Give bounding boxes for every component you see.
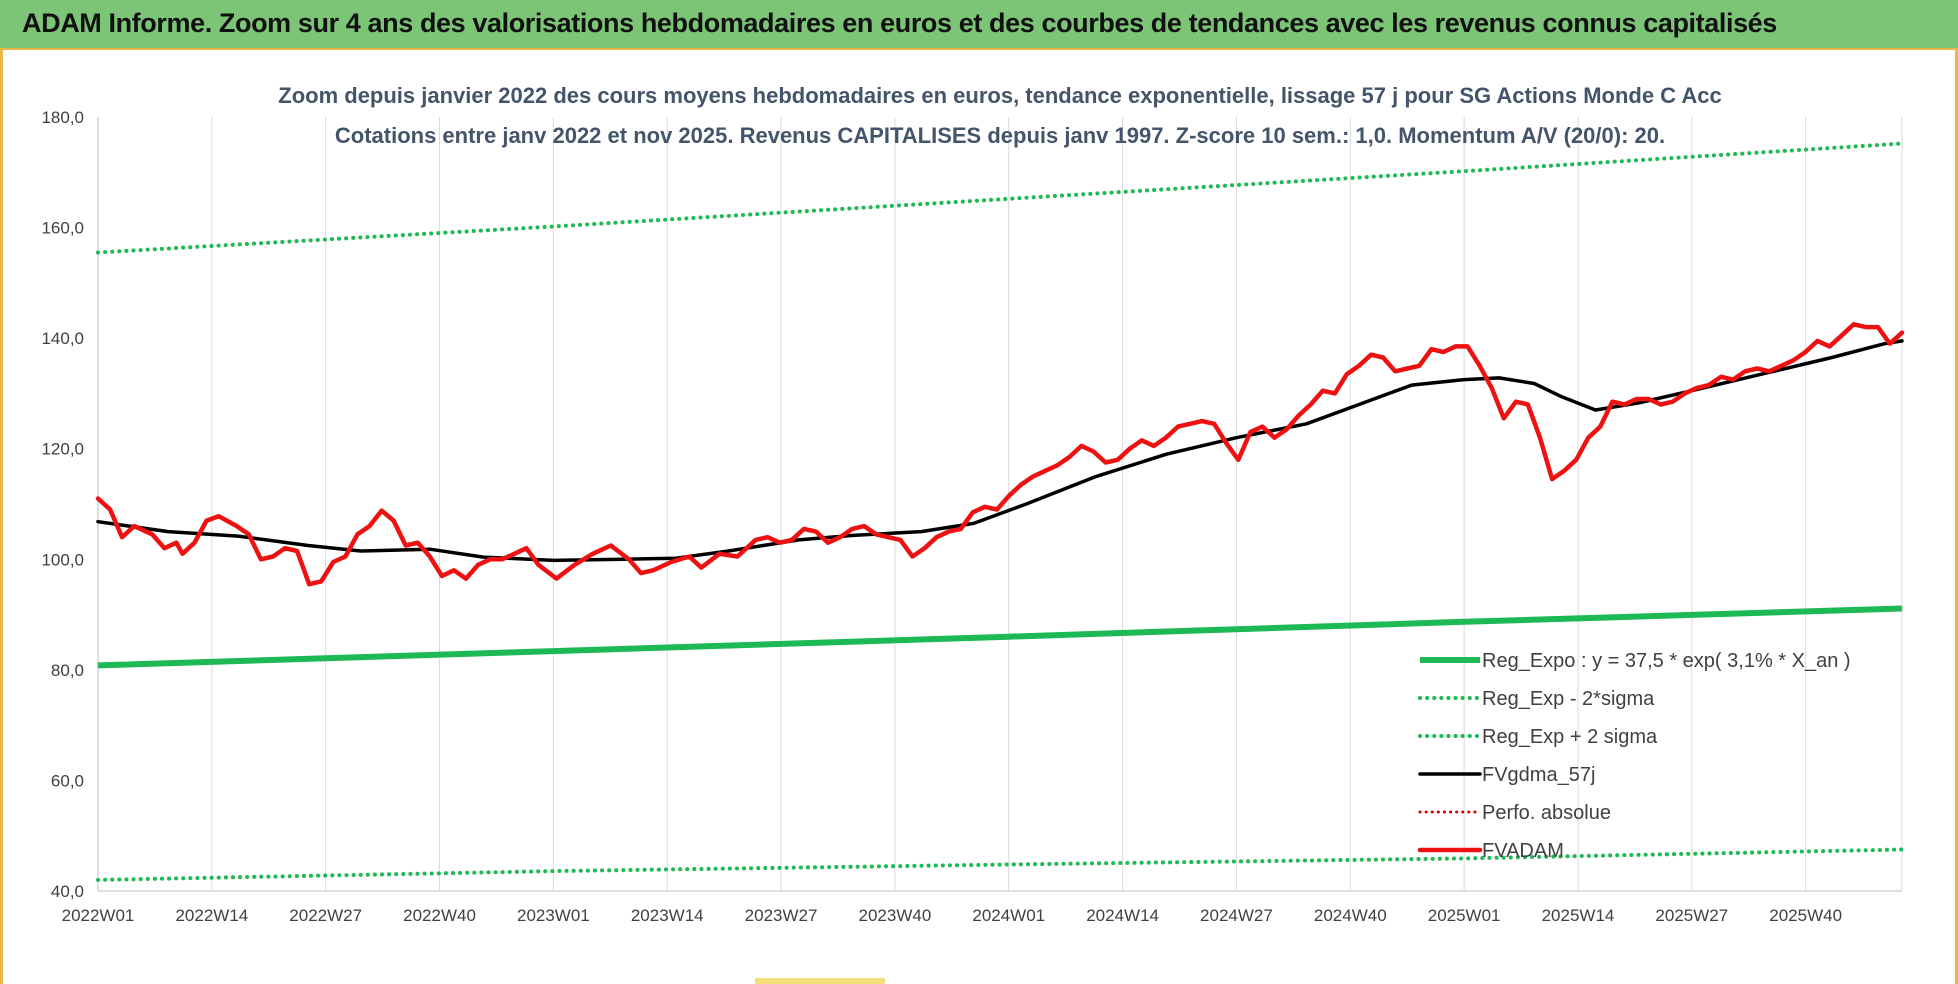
series-reg-expo: [97, 605, 1903, 669]
x-tick-label: 2023W27: [745, 906, 818, 925]
legend-label-0: Reg_Expo : y = 37,5 * exp( 3,1% * X_an ): [1482, 650, 1851, 672]
y-tick-label: 40,0: [51, 882, 84, 901]
page-title: ADAM Informe. Zoom sur 4 ans des valoris…: [22, 8, 1777, 38]
x-tick-label: 2023W14: [631, 906, 704, 925]
series-reg-exp-plus-2sigma: [96, 141, 1904, 255]
y-tick-label: 120,0: [41, 440, 84, 459]
legend-label-1: Reg_Exp - 2*sigma: [1482, 688, 1655, 710]
chart-subtitle-2: Cotations entre janv 2022 et nov 2025. R…: [335, 123, 1665, 148]
header-banner: ADAM Informe. Zoom sur 4 ans des valoris…: [0, 0, 1958, 50]
x-tick-label: 2025W40: [1769, 906, 1842, 925]
legend-label-3: FVgdma_57j: [1482, 764, 1595, 786]
x-tick-label: 2022W40: [403, 906, 476, 925]
x-tick-label: 2025W27: [1655, 906, 1728, 925]
legend-label-4: Perfo. absolue: [1482, 802, 1611, 824]
y-tick-label: 140,0: [41, 329, 84, 348]
chart-subtitle-1: Zoom depuis janvier 2022 des cours moyen…: [278, 83, 1721, 108]
x-tick-label: 2025W01: [1428, 906, 1501, 925]
legend-label-2: Reg_Exp + 2 sigma: [1482, 726, 1658, 748]
x-tick-label: 2024W27: [1200, 906, 1273, 925]
x-tick-label: 2024W14: [1086, 906, 1159, 925]
series-fvadam: [95, 322, 1905, 587]
y-tick-label: 160,0: [41, 219, 84, 238]
x-tick-label: 2022W27: [289, 906, 362, 925]
y-tick-label: 100,0: [41, 550, 84, 569]
x-tick-label: 2023W40: [859, 906, 932, 925]
x-tick-label: 2024W40: [1314, 906, 1387, 925]
chart-legend: Reg_Expo : y = 37,5 * exp( 3,1% * X_an )…: [1417, 650, 1851, 862]
y-tick-label: 60,0: [51, 771, 84, 790]
legend-label-5: FVADAM: [1482, 840, 1564, 862]
x-tick-label: 2025W14: [1542, 906, 1615, 925]
chart-grid: [97, 117, 1903, 891]
chart-series: [95, 141, 1905, 882]
scroll-marker: [755, 978, 885, 984]
y-tick-label: 180,0: [41, 108, 84, 127]
y-tick-label: 80,0: [51, 661, 84, 680]
series-reg-exp-minus-2sigma: [96, 847, 1904, 882]
chart-frame: [0, 50, 1958, 984]
x-tick-label: 2024W01: [972, 906, 1045, 925]
x-tick-label: 2022W14: [175, 906, 248, 925]
x-tick-label: 2022W01: [62, 906, 135, 925]
x-tick-label: 2023W01: [517, 906, 590, 925]
chart-axes: 40,0 60,0 80,0 100,0 120,0 140,0 160,0 180,0 202…: [41, 108, 1902, 925]
